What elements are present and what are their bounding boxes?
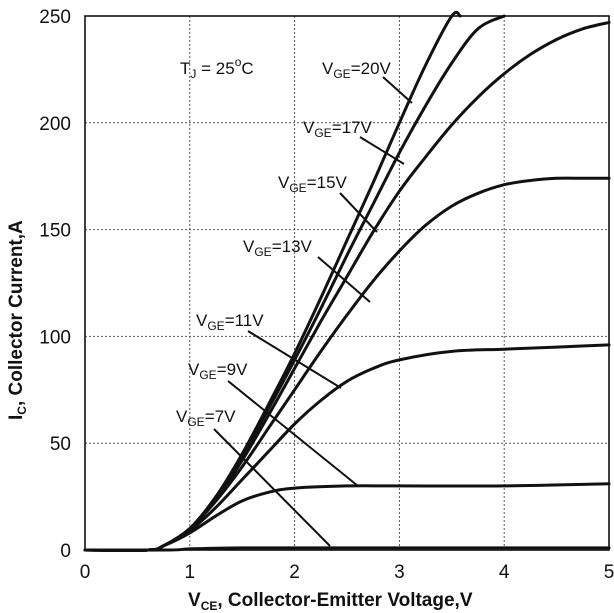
x-tick-label: 2 (289, 562, 300, 583)
series-group (83, 10, 611, 552)
series-label-vge: VGE=7V (176, 407, 236, 429)
series-leader-line (359, 136, 405, 165)
series-labels: VGE=20V VGE=17V VGE=15V VGE=13V VGE=11V VGE=9… (176, 59, 392, 429)
series-leader-line (247, 330, 342, 389)
series-line-vge-3 (83, 176, 611, 552)
series-label-vge: VGE=13V (243, 237, 313, 259)
series-label-vge: VGE=15V (278, 173, 348, 195)
x-axis-label: VCE, Collector-Emitter Voltage,V (188, 590, 473, 613)
series-line-vge-2 (83, 20, 611, 552)
series-line-vge-4 (83, 343, 611, 552)
x-tick-labels: 0 1 2 3 4 5 (80, 562, 614, 583)
x-tick-label: 4 (499, 562, 510, 583)
x-tick-label: 0 (80, 562, 91, 583)
y-tick-label: 50 (50, 434, 71, 455)
series-leader-line (317, 256, 371, 303)
y-tick-label: 150 (39, 221, 71, 242)
x-tick-label: 5 (604, 562, 614, 583)
y-tick-label: 250 (39, 7, 71, 28)
series-label-vge: VGE=20V (322, 59, 392, 81)
series-label-vge: VGE=11V (196, 311, 264, 333)
series-leader-line (339, 192, 378, 233)
x-tick-label: 3 (394, 562, 405, 583)
y-tick-label: 100 (39, 327, 71, 348)
y-tick-label: 200 (39, 114, 71, 135)
plot-frame (84, 15, 610, 551)
series-leader-line (382, 76, 413, 104)
series-label-vge: VGE=9V (188, 360, 248, 382)
series-leader-line (227, 380, 359, 487)
grid-lines (85, 16, 609, 550)
series-line-vge-5 (83, 482, 611, 552)
y-tick-label: 0 (60, 541, 71, 562)
junction-temperature-note: TJ = 25oC (180, 55, 254, 81)
series-line-vge-0 (83, 10, 462, 552)
label-leaders (213, 76, 413, 547)
y-axis-label: IC, Collector Current,A (6, 220, 29, 420)
y-tick-labels: 0 50 100 150 200 250 (39, 7, 71, 562)
x-tick-label: 1 (185, 562, 196, 583)
series-label-vge: VGE=17V (303, 118, 373, 140)
series-leader-line (213, 428, 331, 547)
